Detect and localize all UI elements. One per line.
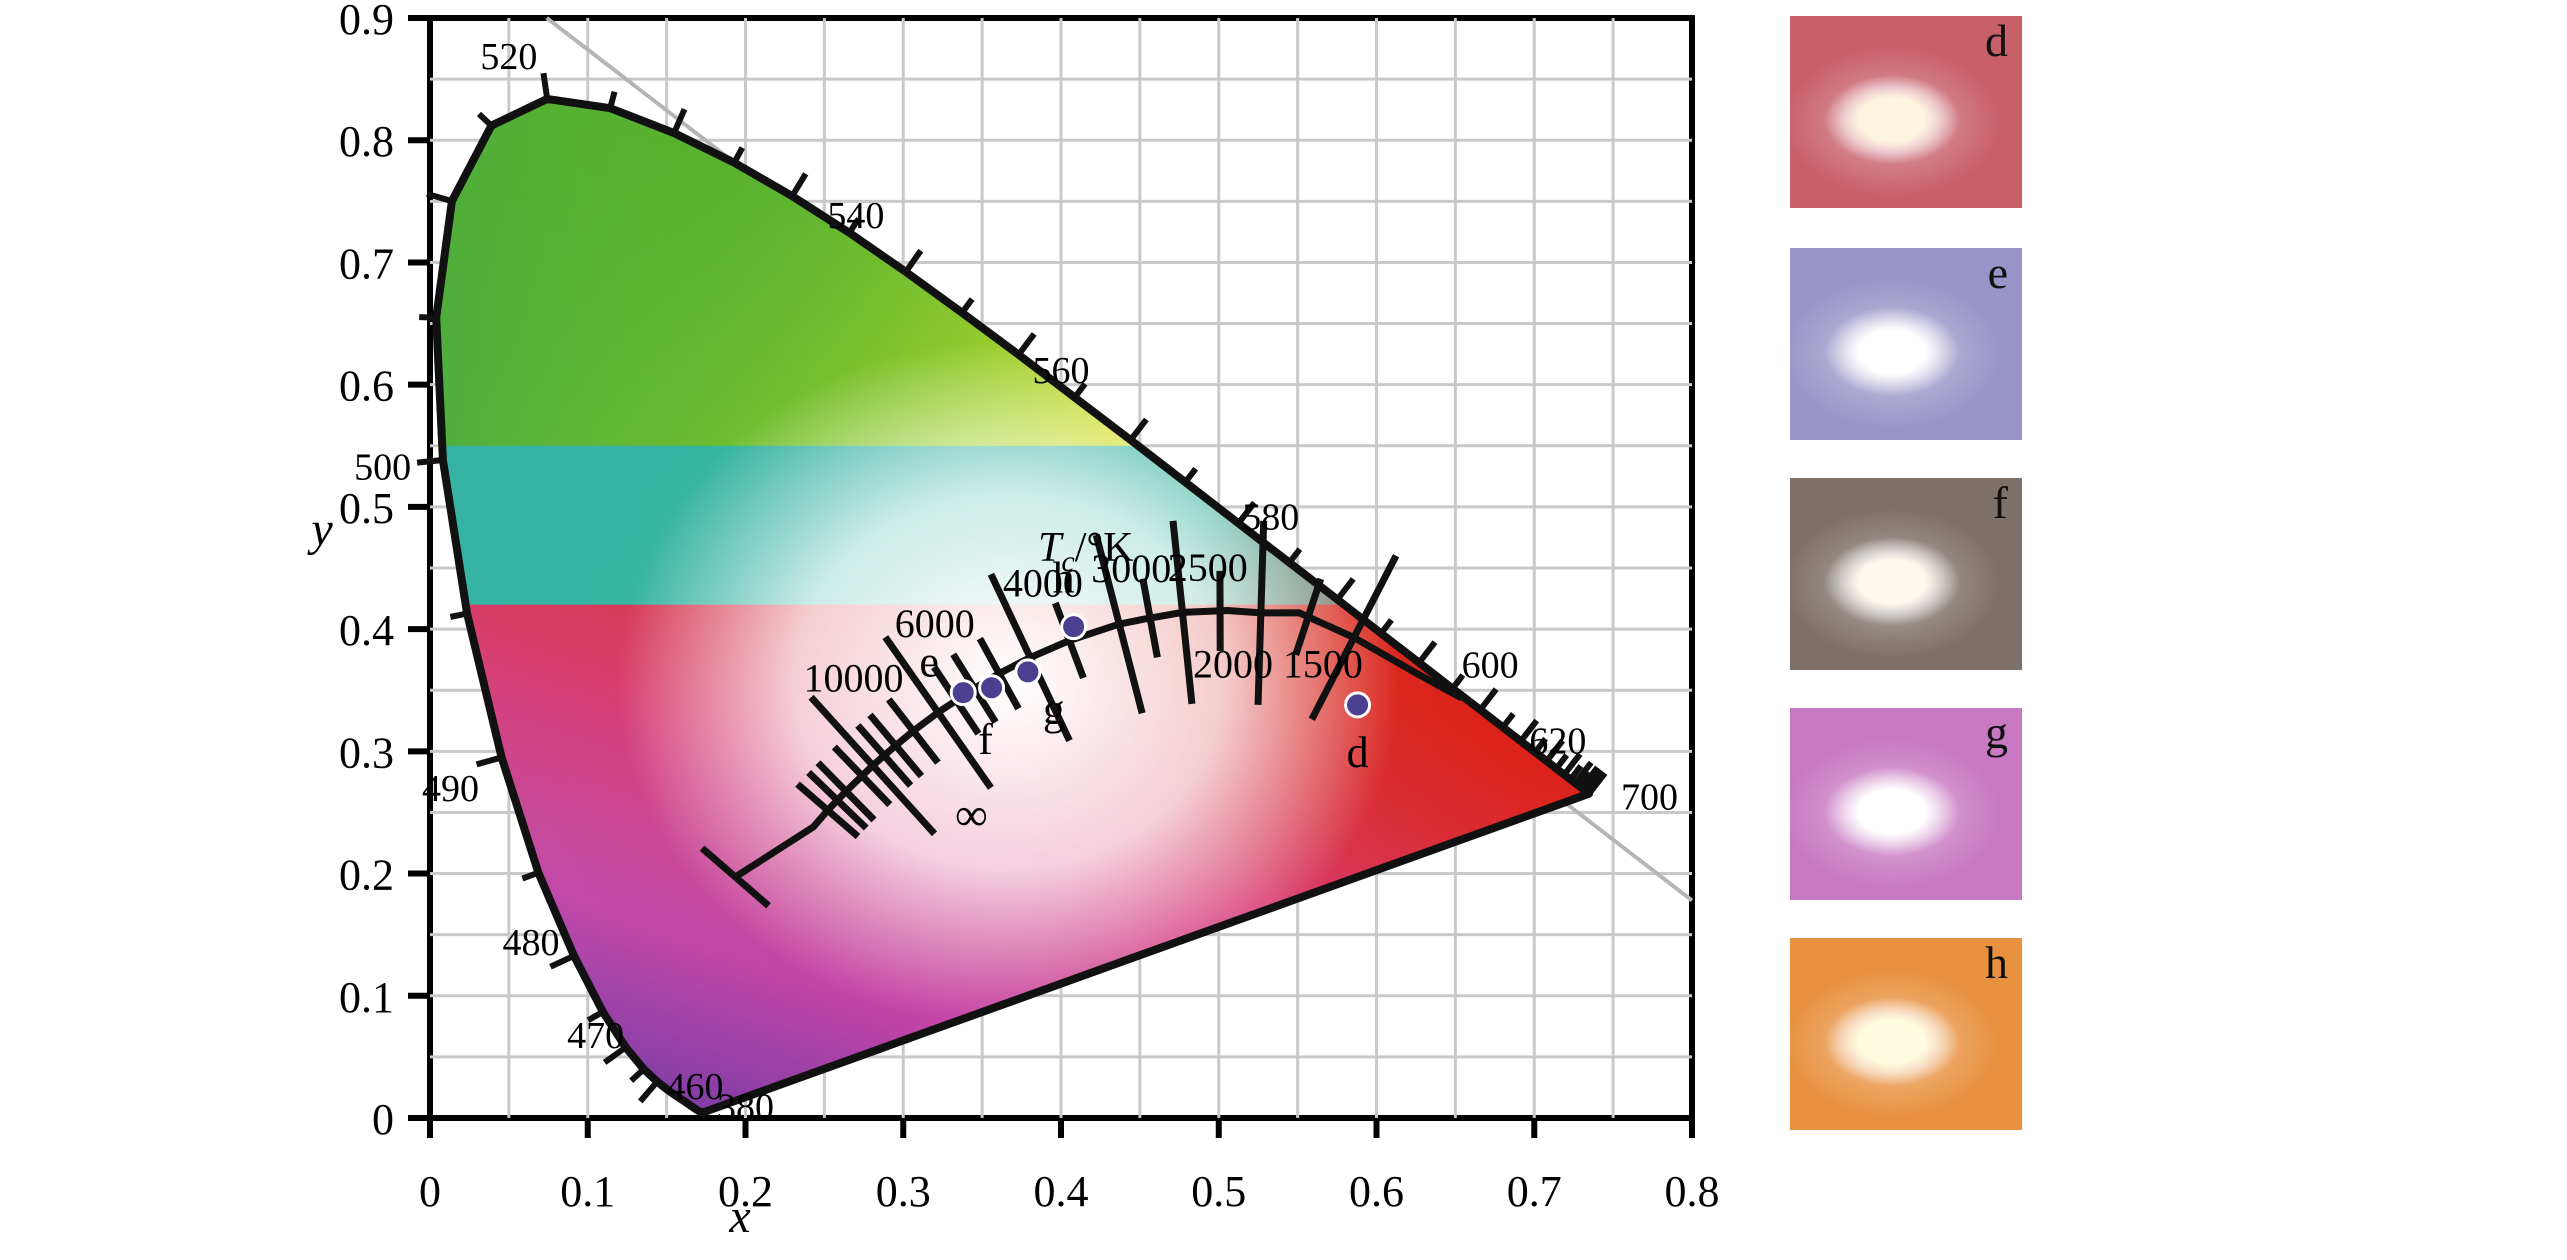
data-point-h: [1060, 613, 1088, 641]
wavelength-label-580: 580: [1242, 497, 1299, 539]
wavelength-label-540: 540: [827, 195, 884, 237]
photo-glow-d: [1790, 16, 2022, 208]
y-tick-label: 0.1: [339, 973, 394, 1022]
y-tick-label: 0.3: [339, 728, 394, 777]
data-point-f: [978, 674, 1006, 702]
photo-image-f: f: [1790, 478, 2022, 670]
photo-glow-h: [1790, 938, 2022, 1130]
y-tick-label: 0.2: [339, 851, 394, 900]
photo-glow-g: [1790, 708, 2022, 900]
wavelength-label-490: 490: [422, 768, 479, 810]
planckian-axis-caption: Tc/°K: [1038, 525, 1133, 578]
wavelength-label-380: 380: [717, 1086, 774, 1128]
planckian-locus: [699, 520, 1464, 909]
x-tick-label: 0.3: [876, 1167, 931, 1216]
data-point-label-g: g: [1043, 685, 1065, 734]
axis-ticks: [408, 15, 1695, 1138]
y-tick-label: 0.9: [339, 0, 394, 44]
y-tick-label: 0.7: [339, 239, 394, 288]
photo-label-d: d: [1985, 16, 2008, 66]
photo-label-g: g: [1985, 708, 2008, 758]
x-tick-label: 0.8: [1665, 1167, 1720, 1216]
photo-label-e: e: [1987, 248, 2008, 298]
data-point-label-d: d: [1347, 728, 1369, 777]
cie-diagram-panel: 0 0.1 0.2 0.3 0.4 0.5 0.6 0.7 0.8 0 0.1 0.2 0.3 0.4 0.…: [306, 0, 1720, 1243]
photo-image-e: e: [1790, 248, 2022, 440]
wavelength-label-700: 700: [1621, 777, 1678, 819]
data-point-label-f: f: [978, 715, 993, 764]
isotherm-label-6000: 6000: [895, 601, 975, 646]
isotherm-label-2500: 2500: [1168, 545, 1248, 590]
data-points: d ef g h: [919, 554, 1372, 777]
isotherm-label-4000: 4000: [1003, 561, 1083, 606]
data-point-d: [1344, 691, 1372, 719]
isotherm-label-3000: 3000: [1091, 546, 1171, 591]
x-tick-label: 0.1: [560, 1167, 615, 1216]
wavelength-label-460: 460: [667, 1066, 724, 1108]
cie-diagram-svg: 0 0.1 0.2 0.3 0.4 0.5 0.6 0.7 0.8 0 0.1 0.2 0.3 0.4 0.…: [306, 0, 1720, 1243]
y-tick-label: 0.5: [339, 484, 394, 533]
photo-label-f: f: [1992, 478, 2008, 528]
photo-image-g: g: [1790, 708, 2022, 900]
wavelength-label-480: 480: [502, 922, 559, 964]
photo-panel-f: f: [1790, 478, 2022, 670]
data-point-e: [949, 679, 977, 707]
x-tick-label: 0.2: [718, 1167, 773, 1216]
x-axis-title: x: [728, 1190, 750, 1243]
wavelength-label-470: 470: [567, 1015, 624, 1057]
x-tick-label: 0.6: [1349, 1167, 1404, 1216]
y-axis-title: y: [306, 503, 333, 556]
photo-panel-h: h: [1790, 938, 2022, 1130]
y-tick-label: 0.4: [339, 606, 394, 655]
wavelength-ticks: [416, 72, 1608, 1104]
wavelength-label-600: 600: [1462, 645, 1519, 687]
x-tick-label: 0.5: [1191, 1167, 1246, 1216]
photo-image-h: h: [1790, 938, 2022, 1130]
data-point-label-e: e: [919, 638, 939, 687]
photo-label-h: h: [1985, 938, 2008, 988]
y-tick-label: 0.8: [339, 117, 394, 166]
axis-tick-labels: 0 0.1 0.2 0.3 0.4 0.5 0.6 0.7 0.8 0 0.1 0.2 0.3 0.4 0.…: [339, 0, 1720, 1216]
wavelength-label-560: 560: [1033, 350, 1090, 392]
photo-panel-e: e: [1790, 248, 2022, 440]
photo-panel-d: d: [1790, 16, 2022, 208]
data-point-label-h: h: [1053, 554, 1075, 603]
infinity-label: ∞: [955, 789, 988, 840]
x-tick-label: 0: [419, 1167, 441, 1216]
y-tick-label: 0.6: [339, 362, 394, 411]
photo-panel-g: g: [1790, 708, 2022, 900]
isotherm-label-10000: 10000: [804, 655, 904, 700]
isotherm-label-1500: 1500: [1283, 641, 1363, 686]
isotherm-label-2000: 2000: [1193, 641, 1273, 686]
wavelength-label-520: 520: [480, 36, 537, 78]
x-tick-label: 0.7: [1507, 1167, 1562, 1216]
x-tick-label: 0.4: [1034, 1167, 1089, 1216]
photo-glow-f: [1790, 478, 2022, 670]
y-tick-label: 0: [372, 1095, 394, 1144]
data-point-g: [1014, 658, 1042, 686]
photo-glow-e: [1790, 248, 2022, 440]
photo-image-d: d: [1790, 16, 2022, 208]
wavelength-label-500: 500: [354, 447, 411, 489]
sample-photo-strip: d e f g h: [1790, 8, 2030, 1168]
wavelength-label-620: 620: [1529, 720, 1586, 762]
